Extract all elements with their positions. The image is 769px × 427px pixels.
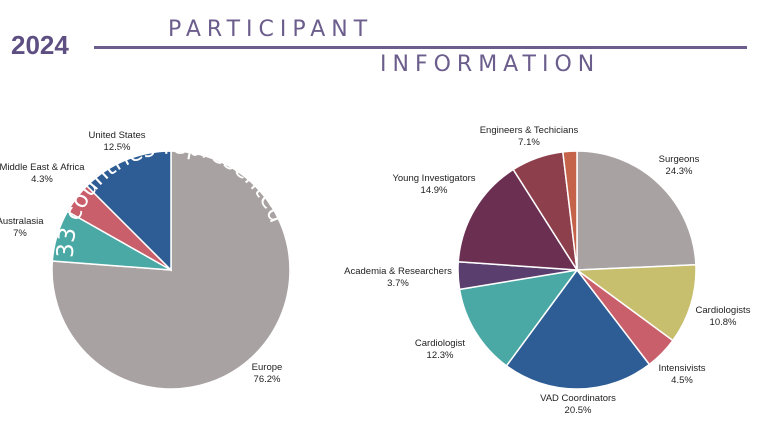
title-line-1: PARTICIPANT	[168, 17, 374, 42]
title-line-2: INFORMATION	[380, 52, 601, 77]
slice-label: VAD Coordinators 20.5%	[540, 393, 616, 416]
slice-label: Australasia 7%	[0, 216, 44, 239]
slice-label: United States 12.5%	[88, 130, 145, 153]
slice-label: Surgeons 24.3%	[659, 154, 700, 177]
slice-label: Cardiologist 12.3%	[415, 338, 466, 361]
pie-slice-surgeons	[576, 150, 697, 271]
pie-slice-young-investigators	[457, 168, 579, 271]
pie-slice-cardiologists	[574, 263, 697, 342]
pie-slice-other	[561, 150, 578, 271]
slice-label: Intensivists 4.5%	[659, 363, 706, 386]
pie-slice-vad-coordinators	[505, 268, 651, 390]
pie-chart-regions: Europe 76.2% Australasia 7% Middle East & Af…	[0, 130, 291, 390]
pie-slice-cardiologist	[458, 268, 579, 367]
pie-slice-europe	[51, 150, 291, 390]
pie-slice-united-states	[85, 150, 172, 272]
slice-label: Young Investigators 14.9%	[392, 173, 475, 196]
slice-label: Cardiologists 10.8%	[696, 305, 751, 328]
pie-chart-roles: Surgeons 24.3% Cardiologists 10.8% Intensivi…	[344, 125, 751, 416]
slice-label: Engineers & Techicians 7.1%	[480, 125, 579, 148]
year-heading: 2024	[11, 30, 69, 60]
slice-label: Middle East & Africa 4.3%	[0, 162, 85, 185]
slice-label: Academia & Researchers 3.7%	[344, 266, 452, 289]
slice-label: Europe 76.2%	[252, 362, 283, 385]
header-divider	[94, 46, 747, 49]
